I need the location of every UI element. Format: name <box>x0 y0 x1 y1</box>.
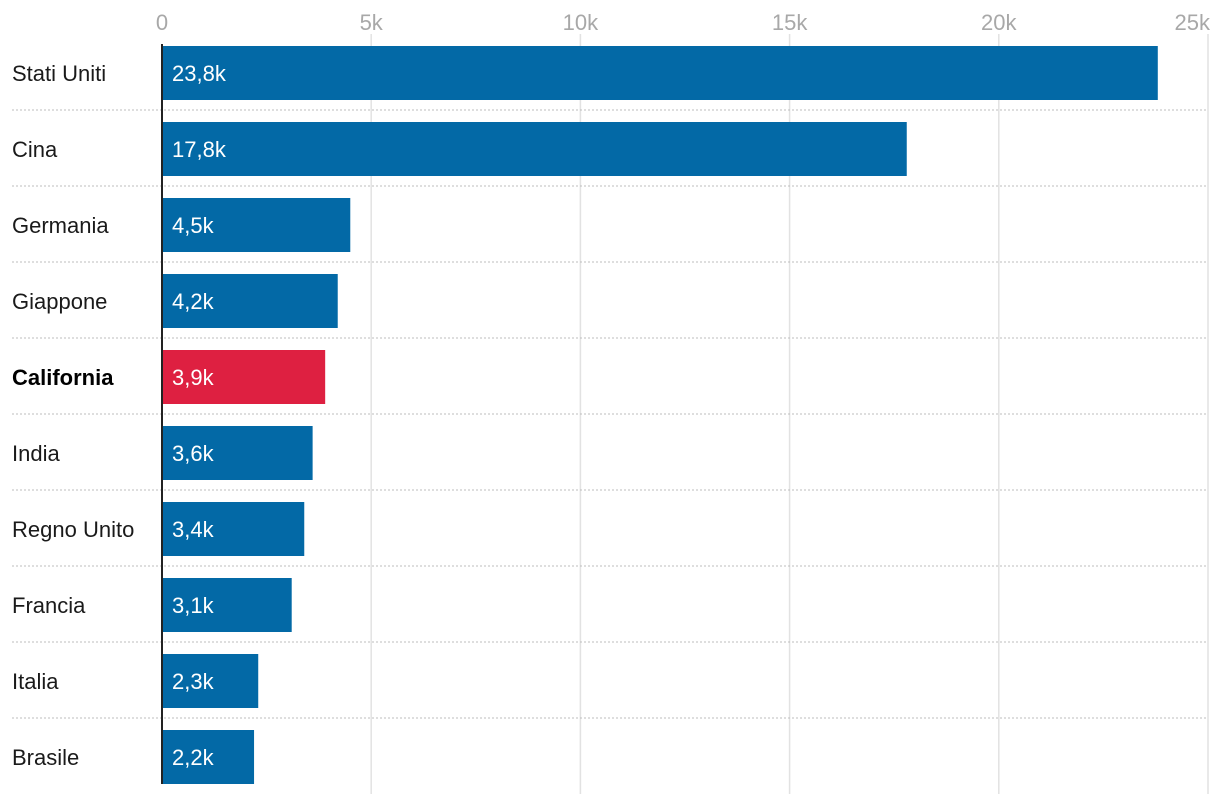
category-label: Cina <box>12 137 58 162</box>
category-label: Italia <box>12 669 59 694</box>
category-labels: Stati Uniti Cina Germania Giappone Californi… <box>12 61 134 770</box>
category-label: Francia <box>12 593 86 618</box>
category-label: Germania <box>12 213 109 238</box>
x-tick-label: 5k <box>360 10 384 35</box>
bar <box>162 198 351 252</box>
category-label: India <box>12 441 60 466</box>
bar-value-label: 23,8k <box>172 61 227 86</box>
bar-value-label: 3,6k <box>172 441 215 466</box>
bar <box>162 578 292 632</box>
x-tick-label: 15k <box>772 10 808 35</box>
bar-value-label: 2,2k <box>172 745 215 770</box>
category-label: Regno Unito <box>12 517 134 542</box>
bar <box>162 122 907 176</box>
bars: 23,8k 17,8k 4,5k 4,2k 3,9k 3,6k 3,4k 3,1k 2,3k 2,… <box>162 46 1158 784</box>
row-separators <box>12 109 1208 719</box>
bar-value-label: 3,9k <box>172 365 215 390</box>
category-label: Brasile <box>12 745 79 770</box>
bar <box>162 274 338 328</box>
bar-value-label: 3,1k <box>172 593 215 618</box>
bar <box>162 350 326 404</box>
category-label: California <box>12 365 114 390</box>
x-tick-label: 10k <box>563 10 599 35</box>
bar-value-label: 17,8k <box>172 137 227 162</box>
x-axis-ticks: 0 5k 10k 15k 20k 25k <box>156 10 1211 35</box>
bar <box>162 502 305 556</box>
category-label: Stati Uniti <box>12 61 106 86</box>
x-tick-label: 25k <box>1175 10 1211 35</box>
bar <box>162 426 313 480</box>
bar-value-label: 3,4k <box>172 517 215 542</box>
x-tick-label: 20k <box>981 10 1017 35</box>
category-label: Giappone <box>12 289 107 314</box>
bar-value-label: 2,3k <box>172 669 215 694</box>
bar-value-label: 4,5k <box>172 213 215 238</box>
x-tick-label: 0 <box>156 10 168 35</box>
bar <box>162 654 259 708</box>
bar <box>162 730 255 784</box>
bar-value-label: 4,2k <box>172 289 215 314</box>
bar <box>162 46 1158 100</box>
